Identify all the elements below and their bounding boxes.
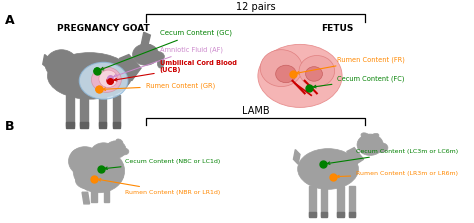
Ellipse shape bbox=[299, 56, 335, 87]
Text: 12 pairs: 12 pairs bbox=[236, 2, 275, 12]
Ellipse shape bbox=[157, 58, 164, 68]
Polygon shape bbox=[99, 95, 106, 126]
Text: Rumen Content (GR): Rumen Content (GR) bbox=[103, 82, 215, 91]
Text: FETUS: FETUS bbox=[321, 24, 354, 33]
Text: Rumen Content (FR): Rumen Content (FR) bbox=[296, 56, 405, 74]
Polygon shape bbox=[80, 95, 88, 126]
Ellipse shape bbox=[96, 86, 102, 93]
Polygon shape bbox=[119, 55, 141, 81]
Ellipse shape bbox=[361, 133, 370, 139]
Text: Cecum Content (NBC or LC1d): Cecum Content (NBC or LC1d) bbox=[105, 159, 220, 169]
Text: Cecum Content (LC3m or LC6m): Cecum Content (LC3m or LC6m) bbox=[328, 149, 458, 164]
Text: A: A bbox=[5, 14, 15, 27]
Text: LAMB: LAMB bbox=[242, 106, 269, 116]
Polygon shape bbox=[349, 212, 355, 217]
Ellipse shape bbox=[276, 65, 296, 83]
Polygon shape bbox=[337, 186, 344, 215]
Polygon shape bbox=[347, 148, 364, 164]
Ellipse shape bbox=[47, 53, 132, 99]
Polygon shape bbox=[80, 122, 88, 128]
Text: Cecum Content (GC): Cecum Content (GC) bbox=[101, 30, 232, 70]
Ellipse shape bbox=[151, 52, 164, 61]
Polygon shape bbox=[104, 188, 109, 202]
Ellipse shape bbox=[133, 44, 159, 65]
Ellipse shape bbox=[119, 148, 129, 155]
Text: Rumen Content (NBR or LR1d): Rumen Content (NBR or LR1d) bbox=[98, 179, 220, 195]
Polygon shape bbox=[349, 186, 355, 215]
Polygon shape bbox=[141, 32, 150, 47]
Text: Amniotic Fluid (AF): Amniotic Fluid (AF) bbox=[114, 46, 223, 77]
Ellipse shape bbox=[99, 70, 118, 87]
Polygon shape bbox=[310, 212, 316, 217]
Ellipse shape bbox=[105, 141, 126, 158]
Ellipse shape bbox=[69, 147, 101, 176]
Ellipse shape bbox=[45, 50, 78, 79]
Ellipse shape bbox=[371, 133, 379, 139]
Ellipse shape bbox=[73, 149, 125, 193]
Ellipse shape bbox=[258, 44, 342, 107]
Text: Umbilical Cord Blood
(UCB): Umbilical Cord Blood (UCB) bbox=[114, 60, 237, 81]
Polygon shape bbox=[66, 95, 73, 126]
Ellipse shape bbox=[103, 168, 123, 184]
Ellipse shape bbox=[375, 143, 388, 153]
Ellipse shape bbox=[94, 68, 100, 74]
Ellipse shape bbox=[260, 50, 302, 87]
Polygon shape bbox=[113, 122, 120, 128]
Polygon shape bbox=[66, 122, 73, 128]
Polygon shape bbox=[91, 188, 97, 202]
Ellipse shape bbox=[116, 139, 123, 145]
Polygon shape bbox=[99, 122, 106, 128]
Ellipse shape bbox=[91, 143, 117, 164]
Polygon shape bbox=[43, 55, 49, 68]
Polygon shape bbox=[82, 192, 90, 204]
Text: PREGNANCY GOAT: PREGNANCY GOAT bbox=[57, 24, 150, 33]
Polygon shape bbox=[337, 212, 344, 217]
Ellipse shape bbox=[298, 149, 358, 189]
Text: B: B bbox=[5, 120, 15, 134]
Ellipse shape bbox=[107, 77, 113, 84]
Ellipse shape bbox=[75, 172, 104, 189]
Ellipse shape bbox=[91, 67, 121, 92]
Polygon shape bbox=[293, 150, 300, 164]
Ellipse shape bbox=[306, 67, 322, 81]
Ellipse shape bbox=[71, 149, 90, 164]
Polygon shape bbox=[113, 95, 120, 126]
Ellipse shape bbox=[143, 45, 152, 51]
Ellipse shape bbox=[357, 134, 383, 155]
Polygon shape bbox=[320, 212, 327, 217]
Text: Cecum Content (FC): Cecum Content (FC) bbox=[313, 76, 405, 88]
Polygon shape bbox=[310, 186, 316, 215]
Polygon shape bbox=[320, 186, 327, 215]
Text: Rumen Content (LR3m or LR6m): Rumen Content (LR3m or LR6m) bbox=[337, 171, 458, 178]
Ellipse shape bbox=[79, 62, 128, 99]
